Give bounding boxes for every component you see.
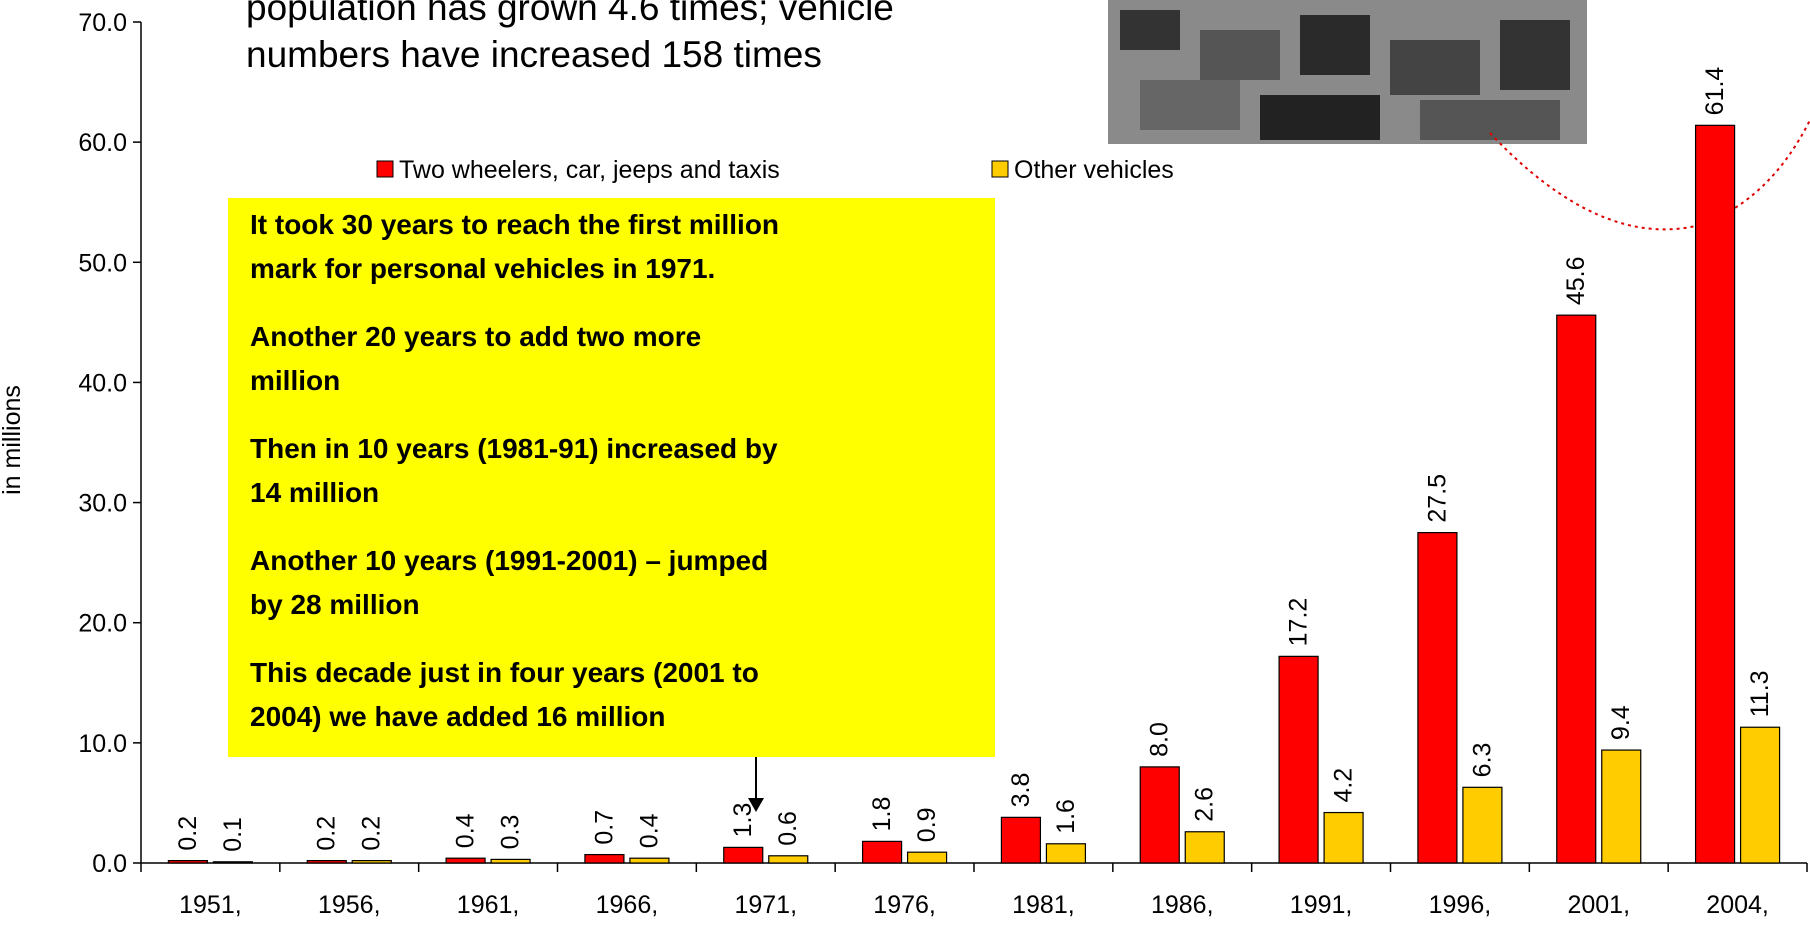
value-label: 0.2 [313, 816, 341, 851]
legend-swatch [376, 160, 394, 178]
value-label: 2.6 [1191, 787, 1219, 822]
note-text: Another 20 years to add two more [250, 321, 701, 352]
note-text: mark for personal vehicles in 1971. [250, 253, 715, 284]
bar [861, 840, 903, 864]
bar [768, 855, 809, 864]
value-label: 1.8 [868, 797, 896, 832]
note-text: It took 30 years to reach the first mill… [250, 209, 779, 240]
value-label: 0.6 [774, 811, 802, 846]
annotation: population has grown 4.6 times; vehicle [246, 0, 894, 28]
value-label: 17.2 [1285, 598, 1313, 647]
photo [1108, 0, 1587, 144]
value-label: 27.5 [1423, 474, 1451, 523]
bar [1739, 726, 1781, 864]
note-text: million [250, 365, 340, 396]
y-tick-label: 10.0 [78, 730, 127, 758]
bar [1417, 532, 1458, 864]
value-label: 11.3 [1746, 670, 1774, 717]
legend-label: Other vehicles [1014, 156, 1174, 184]
highlight-curve [1489, 119, 1810, 231]
bar [1278, 655, 1319, 864]
bar [1556, 314, 1597, 864]
arrow-head [748, 798, 764, 812]
x-tick-label: 1966, [596, 891, 659, 919]
legend-label: Two wheelers, car, jeeps and taxis [399, 156, 780, 184]
bar [723, 846, 764, 864]
y-tick-label: 70.0 [78, 9, 127, 37]
x-tick-label: 1996, [1429, 891, 1492, 919]
bar [1000, 816, 1042, 864]
bar [1694, 124, 1736, 864]
y-tick-label: 40.0 [78, 369, 127, 397]
note-text: 2004) we have added 16 million [250, 701, 666, 732]
bar [445, 857, 486, 864]
bar [306, 859, 347, 864]
y-tick-label: 30.0 [78, 490, 127, 518]
y-tick-label: 20.0 [78, 610, 127, 638]
y-tick-label: 0.0 [92, 850, 127, 878]
value-label: 0.1 [219, 817, 247, 852]
bar [1139, 766, 1180, 864]
value-label: 0.4 [452, 813, 480, 848]
value-label: 9.4 [1607, 705, 1635, 740]
note-text: by 28 million [250, 589, 420, 620]
value-label: 0.3 [497, 815, 525, 850]
value-label: 4.2 [1330, 768, 1358, 803]
value-label: 61.4 [1701, 67, 1729, 116]
y-axis-label: in millions [0, 385, 26, 495]
x-tick-label: 1976, [873, 891, 936, 919]
value-label: 0.7 [590, 810, 618, 845]
note-text: This decade just in four years (2001 to [250, 657, 759, 688]
value-label: 1.6 [1052, 799, 1080, 834]
bar [1184, 831, 1225, 864]
note-text: Then in 10 years (1981-91) increased by [250, 433, 778, 464]
legend-swatch [991, 160, 1009, 178]
bar [1045, 843, 1087, 864]
value-label: 0.9 [913, 807, 941, 842]
bar [1601, 749, 1642, 864]
x-tick-label: 1971, [734, 891, 797, 919]
value-label: 0.2 [174, 816, 202, 851]
bar [629, 857, 670, 864]
bar [490, 858, 531, 864]
bar [1462, 786, 1503, 864]
value-label: 6.3 [1468, 743, 1496, 778]
value-label: 8.0 [1146, 722, 1174, 757]
bar [167, 859, 209, 864]
y-tick-label: 60.0 [78, 129, 127, 157]
bar [584, 853, 625, 864]
bar [906, 851, 948, 864]
x-tick-label: 1981, [1012, 891, 1075, 919]
x-tick-label: 2004, [1706, 891, 1769, 919]
annotation: numbers have increased 158 times [246, 34, 822, 75]
note-text: 14 million [250, 477, 379, 508]
bar [1323, 811, 1364, 864]
x-tick-label: 1956, [318, 891, 381, 919]
bar [351, 859, 392, 864]
value-label: 1.3 [729, 803, 757, 838]
bar [212, 861, 254, 864]
x-tick-label: 1986, [1151, 891, 1214, 919]
note-text: Another 10 years (1991-2001) – jumped [250, 545, 768, 576]
value-label: 45.6 [1562, 256, 1590, 305]
value-label: 3.8 [1007, 773, 1035, 808]
y-tick-label: 50.0 [78, 249, 127, 277]
value-label: 0.2 [358, 816, 386, 851]
note-box: It took 30 years to reach the first mill… [228, 198, 995, 757]
x-tick-label: 1951, [179, 891, 242, 919]
x-tick-label: 2001, [1567, 891, 1630, 919]
value-label: 0.4 [635, 813, 663, 848]
x-tick-label: 1991, [1290, 891, 1353, 919]
x-tick-label: 1961, [457, 891, 520, 919]
